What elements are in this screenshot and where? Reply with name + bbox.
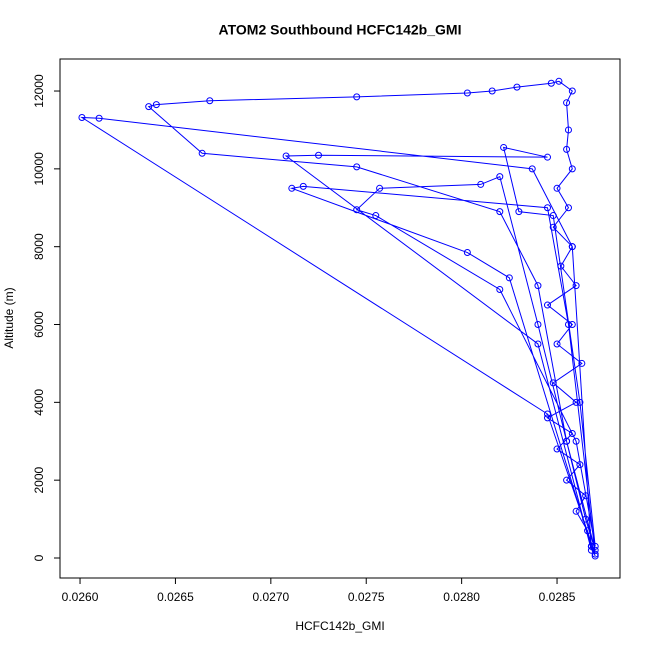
data-point [563,145,571,153]
data-point [496,285,504,293]
data-point [578,359,586,367]
data-point [543,301,551,309]
data-point [568,429,576,437]
data-point [282,152,290,160]
data-point [206,97,214,105]
data-point [591,546,599,554]
data-point [584,527,592,535]
data-point [587,546,595,554]
data-point [549,379,557,387]
y-tick-label: 12000 [32,74,46,108]
data-point [572,282,580,290]
data-point [576,461,584,469]
data-point [582,515,590,523]
data-point [553,184,561,192]
data-point [547,79,555,87]
data-point [543,204,551,212]
data-point [145,103,153,111]
data-point [353,206,361,214]
data-point [564,126,572,134]
data-point [572,398,580,406]
data-point [568,243,576,251]
data-point [591,542,599,550]
data-point [564,321,572,329]
data-point [534,321,542,329]
data-point [463,249,471,257]
data-point [353,93,361,101]
data-point [553,340,561,348]
data-point [543,410,551,418]
y-tick-label: 0 [32,554,46,561]
data-point [534,282,542,290]
data-point [488,87,496,95]
data-point [376,184,384,192]
x-tick-label: 0.0275 [348,590,385,604]
data-point [543,414,551,422]
data-point [555,77,563,85]
data-point [299,182,307,190]
data-point [553,445,561,453]
data-point [288,184,296,192]
x-tick-label: 0.0260 [62,590,99,604]
data-point [315,151,323,159]
data-point [582,492,590,500]
data-point [496,208,504,216]
data-point [563,437,571,445]
data-point [576,398,584,406]
data-point [95,114,103,122]
data-point [372,212,380,220]
data-point [477,180,485,188]
y-axis-label: Altitude (m) [2,287,16,348]
data-point [543,153,551,161]
x-tick-label: 0.0265 [157,590,194,604]
data-point [500,143,508,151]
data-point [198,149,206,157]
data-point [496,173,504,181]
data-point [557,262,565,270]
y-tick-label: 10000 [32,152,46,186]
data-point [353,163,361,171]
data-point [513,83,521,91]
x-tick-label: 0.0270 [252,590,289,604]
data-point [528,165,536,173]
data-point [568,321,576,329]
x-axis-label: HCFC142b_GMI [295,619,384,633]
data-point [591,550,599,558]
data-point [572,437,580,445]
data-point [549,223,557,231]
data-point [587,542,595,550]
data-point [563,99,571,107]
data-point [534,340,542,348]
data-point [515,208,523,216]
data-point [564,204,572,212]
x-tick-label: 0.0280 [443,590,480,604]
data-point [78,113,86,121]
data-point [463,89,471,97]
y-tick-label: 6000 [32,311,46,338]
y-tick-label: 8000 [32,233,46,260]
y-tick-label: 4000 [32,389,46,416]
y-tick-label: 2000 [32,466,46,493]
plot-frame [59,58,621,579]
data-line [80,80,596,557]
data-point [152,101,160,109]
chart-title: ATOM2 Southbound HCFC142b_GMI [219,22,462,38]
data-point [568,87,576,95]
x-tick-label: 0.0285 [539,590,576,604]
data-point [505,274,513,282]
data-point [568,165,576,173]
data-point [549,212,557,220]
data-point [572,507,580,515]
data-point [563,476,571,484]
